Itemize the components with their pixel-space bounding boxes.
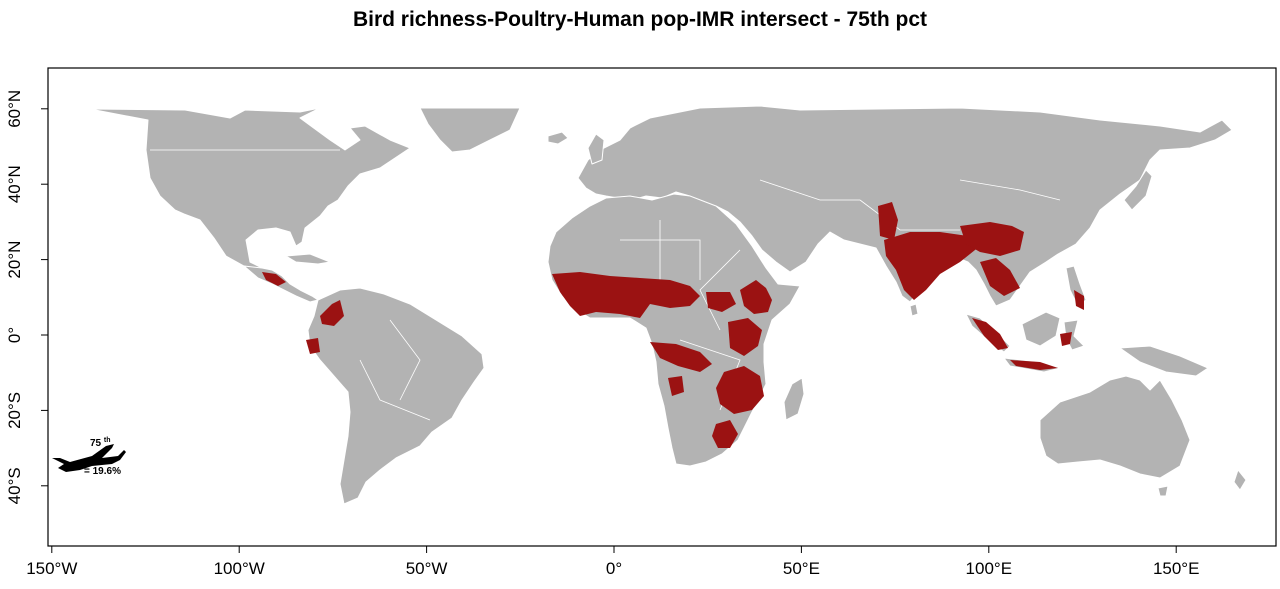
y-tick-label: 0° (5, 327, 24, 343)
x-tick-label: 0° (606, 559, 622, 578)
hotspot-philippines (1074, 290, 1084, 310)
iceland (547, 131, 569, 145)
hotspot-java (1010, 360, 1058, 370)
y-tick-label: 20°N (5, 241, 24, 279)
x-tick-label: 150°W (26, 559, 77, 578)
hotspot-angola (668, 376, 684, 396)
x-axis: 150°W 100°W 50°W 0° 50°E 100°E 150°E (26, 546, 1199, 578)
hotspot-central-america (262, 272, 286, 286)
south-america (307, 287, 485, 505)
map-title: Bird richness-Poultry-Human pop-IMR inte… (352, 8, 928, 31)
madagascar (783, 377, 805, 421)
japan (1123, 169, 1153, 211)
hotspot-east-africa (728, 318, 762, 356)
x-tick-label: 100°W (214, 559, 265, 578)
tasmania (1157, 485, 1169, 497)
hotspot-sulawesi (1060, 332, 1072, 346)
legend: 75 th = 19.6% (52, 437, 126, 477)
legend-value: = 19.6% (84, 466, 121, 477)
x-tick-label: 50°E (783, 559, 820, 578)
hotspot-east-sudan (740, 280, 772, 314)
hotspot-layer (262, 202, 1084, 448)
hotspot-mozambique (712, 420, 738, 448)
x-tick-label: 50°W (406, 559, 448, 578)
eurasia (577, 105, 1233, 307)
hotspot-central-africa (650, 342, 712, 372)
hotspot-colombia (320, 300, 344, 326)
hotspot-india (884, 232, 980, 300)
y-tick-label: 60°N (5, 90, 24, 128)
new-zealand (1233, 469, 1247, 491)
hotspot-west-africa (552, 272, 700, 318)
y-axis: 60°N 40°N 20°N 0° 20°S 40°S (5, 90, 48, 504)
hotspot-indochina (980, 258, 1020, 296)
new-guinea (1119, 345, 1209, 377)
legend-percentile-suffix: th (104, 437, 111, 444)
australia (1039, 375, 1191, 479)
borneo (1021, 311, 1061, 347)
great-britain (587, 133, 605, 165)
plot-frame (47, 67, 1277, 547)
north-america (89, 107, 411, 271)
x-tick-label: 100°E (966, 559, 1013, 578)
svg-text:75 th: 75 th (90, 437, 111, 449)
greenland (419, 107, 521, 153)
hotspot-chad (706, 292, 736, 312)
y-tick-label: 20°S (5, 392, 24, 429)
hotspot-south-china (960, 222, 1024, 256)
hotspot-sumatra (972, 318, 1008, 350)
y-tick-label: 40°N (5, 165, 24, 203)
y-tick-label: 40°S (5, 467, 24, 504)
hotspot-tanzania (716, 366, 764, 414)
legend-percentile: 75 (90, 438, 102, 449)
country-borders (150, 149, 1061, 421)
hotspot-ecuador (306, 338, 320, 354)
hotspot-pakistan (878, 202, 898, 240)
cuba (285, 253, 331, 265)
x-tick-label: 150°E (1153, 559, 1200, 578)
airplane-icon (52, 444, 126, 472)
sri-lanka (909, 303, 919, 317)
